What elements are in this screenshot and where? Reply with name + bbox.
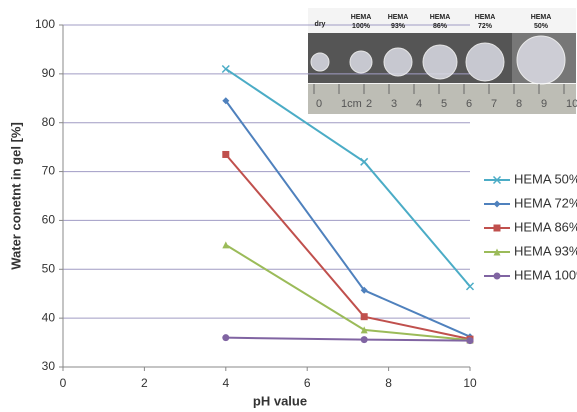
y-axis-title: Water conetnt in gel [%] [8, 122, 23, 270]
marker [361, 313, 368, 320]
ruler-label: 10 [566, 98, 577, 110]
inset-disc [517, 36, 565, 84]
legend-label: HEMA 50% [514, 171, 577, 186]
y-tick-label: 30 [42, 359, 56, 373]
legend-label: HEMA 93% [514, 243, 577, 258]
inset-label: dry [315, 21, 326, 28]
inset-label: 93% [391, 23, 406, 30]
line [226, 245, 470, 340]
inset-disc [466, 43, 504, 81]
marker [467, 283, 474, 290]
x-tick-label: 2 [141, 376, 148, 390]
inset-label: HEMA [430, 14, 451, 21]
ruler-label: 7 [491, 98, 497, 110]
inset-label: 86% [433, 23, 448, 30]
inset-label: 72% [478, 23, 493, 30]
inset-disc [423, 45, 457, 79]
y-tick-label: 80 [42, 115, 56, 129]
marker [222, 151, 229, 158]
marker [222, 65, 229, 72]
x-tick-label: 4 [222, 376, 229, 390]
inset-label: 50% [534, 23, 549, 30]
chart: pH value Water conetnt in gel [%] 304050… [0, 0, 577, 412]
x-tick-label: 6 [304, 376, 311, 390]
ruler-label: 2 [366, 98, 372, 110]
line [226, 154, 470, 339]
line [226, 101, 470, 337]
legend-label: HEMA 86% [514, 219, 577, 234]
x-axis-title: pH value [253, 393, 307, 408]
inset-label: HEMA [351, 14, 372, 21]
legend-label: HEMA 100% [514, 267, 577, 282]
inset-label: 100% [352, 23, 371, 30]
ruler-label: 9 [541, 98, 547, 110]
ruler-label: 8 [516, 98, 522, 110]
x-tick-label: 0 [60, 376, 67, 390]
ruler-label: 1cm [341, 98, 362, 110]
inset-disc [311, 53, 329, 71]
inset-label: HEMA [388, 14, 409, 21]
y-tick-label: 60 [42, 213, 56, 227]
legend-label: HEMA 72% [514, 195, 577, 210]
x-tick-label: 10 [463, 376, 477, 390]
inset-label: HEMA [475, 14, 496, 21]
x-tick-label: 8 [385, 376, 392, 390]
marker [222, 241, 229, 248]
y-tick-label: 90 [42, 66, 56, 80]
y-tick-label: 50 [42, 261, 56, 275]
line [226, 338, 470, 341]
y-tick-label: 100 [35, 17, 55, 31]
ruler-label: 6 [466, 98, 472, 110]
marker [222, 334, 229, 341]
y-tick-label: 70 [42, 164, 56, 178]
marker [361, 158, 368, 165]
inset-disc [384, 48, 412, 76]
ruler-label: 5 [441, 98, 447, 110]
ruler-label: 4 [416, 98, 422, 110]
marker [467, 337, 474, 344]
ruler-label: 0 [316, 98, 322, 110]
ruler-label: 3 [391, 98, 397, 110]
y-tick-label: 40 [42, 310, 56, 324]
inset-disc [350, 51, 372, 73]
marker [361, 336, 368, 343]
inset-label: HEMA [531, 14, 552, 21]
